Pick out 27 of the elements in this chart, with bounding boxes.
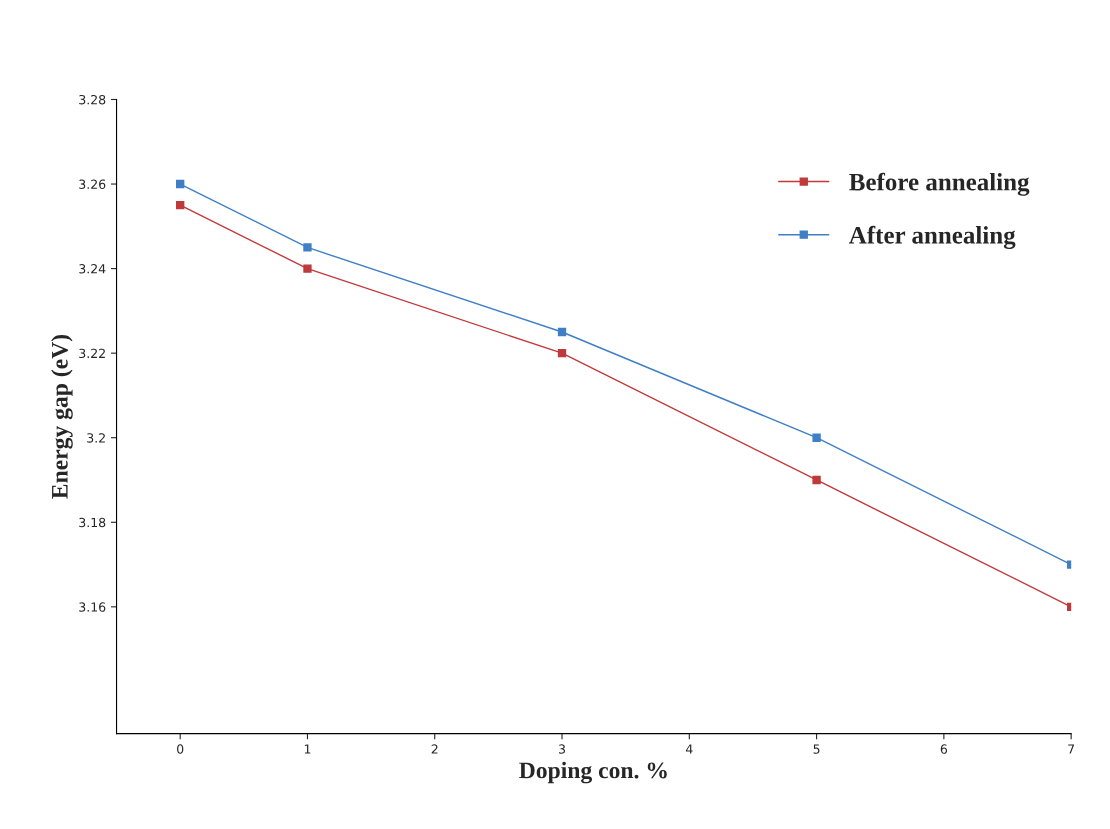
x-tick-label: 3 bbox=[559, 744, 565, 754]
x-axis-title: Doping con. % bbox=[519, 761, 667, 784]
point bbox=[176, 179, 185, 189]
point bbox=[303, 243, 312, 252]
point bbox=[812, 433, 821, 442]
legend-label: After annealing bbox=[849, 225, 1016, 249]
x-tick-label: 0 bbox=[177, 744, 184, 754]
y-tick-label: 3.22 bbox=[79, 348, 105, 359]
point bbox=[303, 264, 312, 273]
x-tick-label: 1 bbox=[304, 744, 311, 754]
point bbox=[557, 348, 567, 358]
y-tick-label: 3.24 bbox=[79, 264, 106, 274]
y-tick-label: 3.26 bbox=[79, 179, 106, 189]
x-tick-label: 7 bbox=[1068, 744, 1075, 754]
y-tick-label: 3.16 bbox=[79, 602, 106, 612]
point bbox=[176, 201, 185, 210]
y-tick-label: 3.28 bbox=[79, 94, 106, 105]
point bbox=[557, 327, 567, 337]
x-tick-label: 4 bbox=[685, 744, 693, 754]
x-tick-label: 5 bbox=[813, 744, 820, 754]
y-tick-label: 3.18 bbox=[79, 517, 106, 528]
x-tick-label: 2 bbox=[431, 744, 438, 754]
point bbox=[812, 475, 821, 485]
legend-label: Before annealing bbox=[849, 172, 1030, 196]
y-axis-title: Energy gap (eV) bbox=[51, 334, 73, 499]
x-tick-label: 6 bbox=[940, 744, 948, 754]
y-tick-label: 3.2 bbox=[87, 433, 105, 443]
